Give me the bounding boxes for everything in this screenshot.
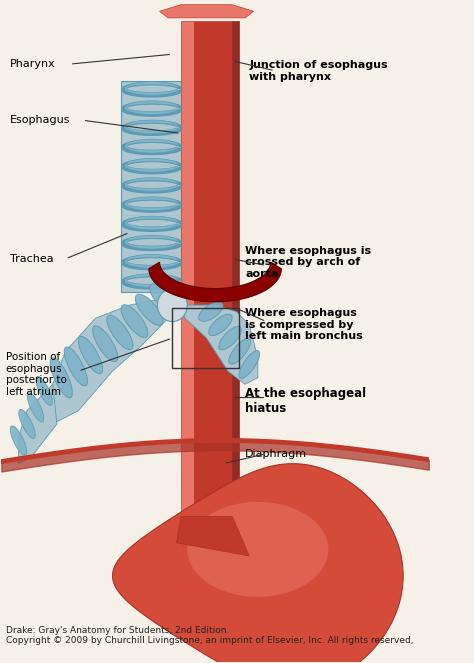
Polygon shape <box>160 5 254 18</box>
Text: Position of
esophagus
posterior to
left atrium: Position of esophagus posterior to left … <box>6 352 66 397</box>
Ellipse shape <box>107 316 133 349</box>
Polygon shape <box>125 120 178 134</box>
Ellipse shape <box>229 339 250 364</box>
Ellipse shape <box>157 288 187 322</box>
Polygon shape <box>149 262 282 302</box>
Ellipse shape <box>10 426 27 455</box>
Polygon shape <box>125 178 178 192</box>
Polygon shape <box>18 385 57 463</box>
Ellipse shape <box>36 377 52 406</box>
Polygon shape <box>177 516 249 556</box>
Ellipse shape <box>135 294 163 326</box>
Text: Junction of esophagus
with pharynx: Junction of esophagus with pharynx <box>249 60 388 82</box>
Ellipse shape <box>239 351 260 379</box>
Ellipse shape <box>209 314 232 335</box>
Ellipse shape <box>121 305 148 337</box>
Polygon shape <box>125 139 178 153</box>
Polygon shape <box>125 274 178 288</box>
Ellipse shape <box>19 409 35 438</box>
Ellipse shape <box>219 326 241 350</box>
Text: Diaphragm: Diaphragm <box>245 449 307 459</box>
Text: Where esophagus is
crossed by arch of
aorta: Where esophagus is crossed by arch of ao… <box>245 245 371 278</box>
Polygon shape <box>125 101 178 115</box>
Polygon shape <box>125 197 178 211</box>
Ellipse shape <box>92 326 118 362</box>
Ellipse shape <box>78 336 103 374</box>
Text: At the esophageal
hiatus: At the esophageal hiatus <box>245 387 366 415</box>
Polygon shape <box>232 21 238 516</box>
Ellipse shape <box>150 284 178 313</box>
Polygon shape <box>125 235 178 249</box>
Polygon shape <box>181 21 194 516</box>
Polygon shape <box>44 285 181 424</box>
Text: Trachea: Trachea <box>10 254 54 264</box>
Polygon shape <box>125 158 178 172</box>
Polygon shape <box>181 305 258 385</box>
Polygon shape <box>187 502 328 597</box>
Ellipse shape <box>64 347 88 386</box>
Polygon shape <box>125 255 178 269</box>
Text: Where esophagus
is compressed by
left main bronchus: Where esophagus is compressed by left ma… <box>245 308 363 341</box>
Ellipse shape <box>27 393 44 422</box>
Polygon shape <box>125 216 178 230</box>
Polygon shape <box>125 82 178 95</box>
Ellipse shape <box>50 357 73 398</box>
Ellipse shape <box>199 302 223 322</box>
Text: Esophagus: Esophagus <box>10 115 71 125</box>
Polygon shape <box>112 463 403 663</box>
Text: Pharynx: Pharynx <box>10 59 55 69</box>
Bar <box>173 308 238 368</box>
Text: Drake: Gray's Anatomy for Students, 2nd Edition.
Copyright © 2009 by Churchill L: Drake: Gray's Anatomy for Students, 2nd … <box>6 626 413 645</box>
Polygon shape <box>194 21 232 516</box>
Polygon shape <box>121 81 183 292</box>
